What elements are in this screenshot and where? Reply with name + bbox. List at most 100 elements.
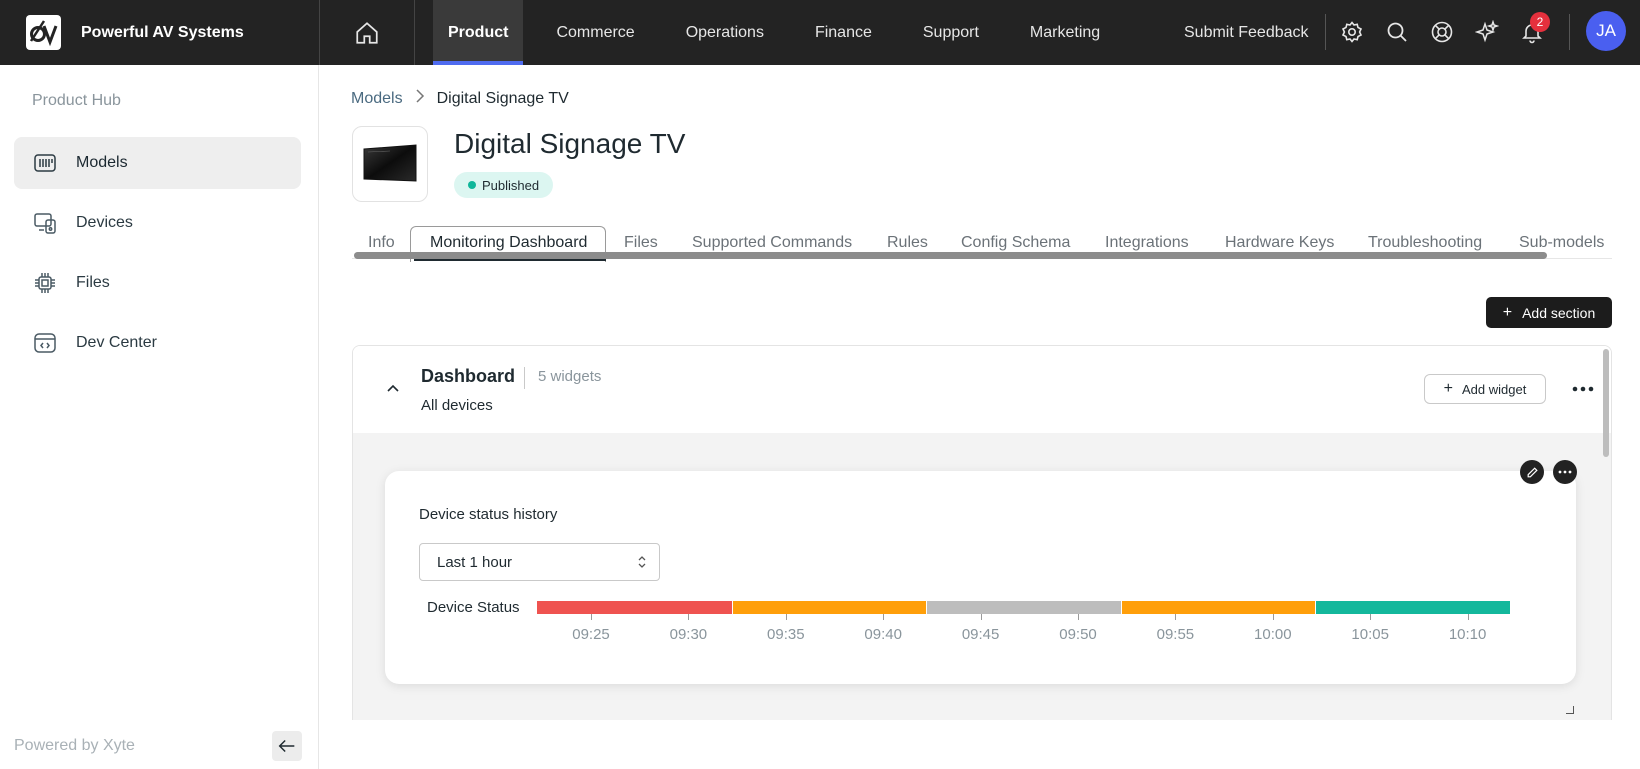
help-lifebuoy-icon[interactable] [1428,18,1456,46]
home-button[interactable] [320,0,415,65]
dashboard-header: Dashboard 5 widgets All devices + Add wi… [353,346,1611,433]
tab-rules[interactable]: Rules [887,234,928,251]
nav-support[interactable]: Support [905,0,997,65]
brand[interactable]: Powerful AV Systems [0,0,320,65]
widget-count: 5 widgets [538,368,602,385]
sidebar-item-label: Models [76,154,128,171]
sidebar-item-models[interactable]: Models [14,137,301,189]
chevron-right-icon [415,89,425,108]
tab-sub-models[interactable]: Sub-models [1519,234,1605,251]
user-avatar[interactable]: JA [1586,11,1626,51]
nav-commerce[interactable]: Commerce [538,0,652,65]
devices-icon [32,210,58,236]
tv-image [363,144,417,182]
select-arrows-icon [638,556,646,568]
add-section-label: Add section [1522,304,1596,321]
nav-label: Support [922,23,979,41]
axis-tick-label: 10:10 [1448,626,1487,643]
nav-marketing[interactable]: Marketing [1012,0,1118,65]
code-window-icon [32,330,58,356]
edit-widget-button[interactable] [1520,460,1544,484]
sidebar-item-devices[interactable]: Devices [14,197,301,249]
axis-tick [1078,614,1079,620]
status-dot [468,181,476,189]
axis-tick [1370,614,1372,620]
time-axis: 09:25 09:30 09:35 09:40 09:45 09:50 09:55 10:00… [537,614,1510,654]
add-widget-button[interactable]: + Add widget [1424,374,1546,404]
widget-more-options-icon[interactable] [1553,460,1577,484]
search-icon[interactable] [1383,18,1411,46]
nav-label: Operations [685,23,764,41]
section-scrollbar[interactable] [1603,349,1609,457]
axis-tick [688,614,690,620]
status-segment[interactable] [537,601,732,614]
device-status-widget: Device status history Last 1 hour Device… [385,471,1576,684]
product-image [352,126,428,202]
main-nav: Product Commerce Operations Finance Supp… [433,0,1133,65]
divider [524,367,525,389]
arrow-left-icon [278,739,295,753]
dashboard-title: Dashboard [421,366,516,386]
time-range-value: Last 1 hour [437,553,513,571]
pencil-icon [1527,466,1538,477]
tab-info[interactable]: Info [368,234,395,251]
axis-tick [1467,614,1469,620]
axis-tick-label: 09:35 [767,626,805,643]
status-segment[interactable] [732,601,927,614]
tabs: Info Monitoring Dashboard Files Supporte… [352,226,1612,262]
dashboard-scope: All devices [421,397,493,414]
breadcrumb-current: Digital Signage TV [436,89,569,107]
tabs-scrollbar[interactable] [354,252,1547,259]
tab-supported-commands[interactable]: Supported Commands [692,234,853,251]
sidebar-item-label: Files [76,274,110,291]
axis-tick-label: 10:05 [1351,626,1389,643]
tab-files[interactable]: Files [624,234,658,251]
tab-troubleshooting[interactable]: Troubleshooting [1368,234,1483,251]
tab-config-schema[interactable]: Config Schema [961,234,1071,251]
nav-finance[interactable]: Finance [797,0,890,65]
status-timeline [537,601,1510,614]
nav-label: Product [448,23,509,41]
status-segment[interactable] [1121,601,1316,614]
breadcrumb: Models Digital Signage TV [351,89,569,108]
more-options-icon[interactable] [1568,374,1598,404]
status-segment[interactable] [1316,601,1510,614]
tab-integrations[interactable]: Integrations [1105,234,1189,251]
axis-tick [785,614,787,620]
widget-title: Device status history [419,506,558,523]
axis-tick [1272,614,1274,620]
sidebar: Product Hub Models Devices [0,65,319,769]
divider [1325,14,1326,50]
sidebar-item-label: Devices [76,214,133,231]
sidebar-item-label: Dev Center [76,334,157,351]
sidebar-item-files[interactable]: Files [14,257,301,309]
breadcrumb-models-link[interactable]: Models [351,89,403,107]
top-navigation-bar: Powerful AV Systems Product Commerce Ope… [0,0,1640,65]
resize-handle-icon[interactable] [1566,706,1574,714]
ai-sparkle-icon[interactable] [1473,18,1501,46]
brand-name: Powerful AV Systems [81,23,244,41]
active-tab-underline [414,259,606,261]
axis-tick-label: 09:45 [961,626,1000,643]
chevron-up-icon [387,384,399,392]
status-segment[interactable] [927,601,1121,614]
nav-operations[interactable]: Operations [668,0,782,65]
submit-feedback-link[interactable]: Submit Feedback [1184,23,1309,41]
add-section-button[interactable]: + Add section [1486,297,1612,328]
nav-product[interactable]: Product [433,0,524,65]
time-range-select[interactable]: Last 1 hour [419,543,660,581]
settings-gear-icon[interactable] [1338,18,1366,46]
collapse-section-button[interactable] [383,378,403,398]
axis-tick-label: 09:50 [1059,626,1097,643]
sidebar-item-dev-center[interactable]: Dev Center [14,317,301,369]
axis-tick-label: 09:25 [572,626,610,643]
sidebar-title: Product Hub [32,92,121,109]
axis-tick [883,614,885,620]
series-label: Device Status [427,599,520,616]
tab-hardware-keys[interactable]: Hardware Keys [1225,234,1335,251]
tab-monitoring-dashboard[interactable]: Monitoring Dashboard [430,234,588,251]
collapse-sidebar-button[interactable] [272,731,302,761]
status-label: Published [482,177,540,193]
status-badge: Published [454,172,554,198]
brand-logo-icon [26,15,61,50]
